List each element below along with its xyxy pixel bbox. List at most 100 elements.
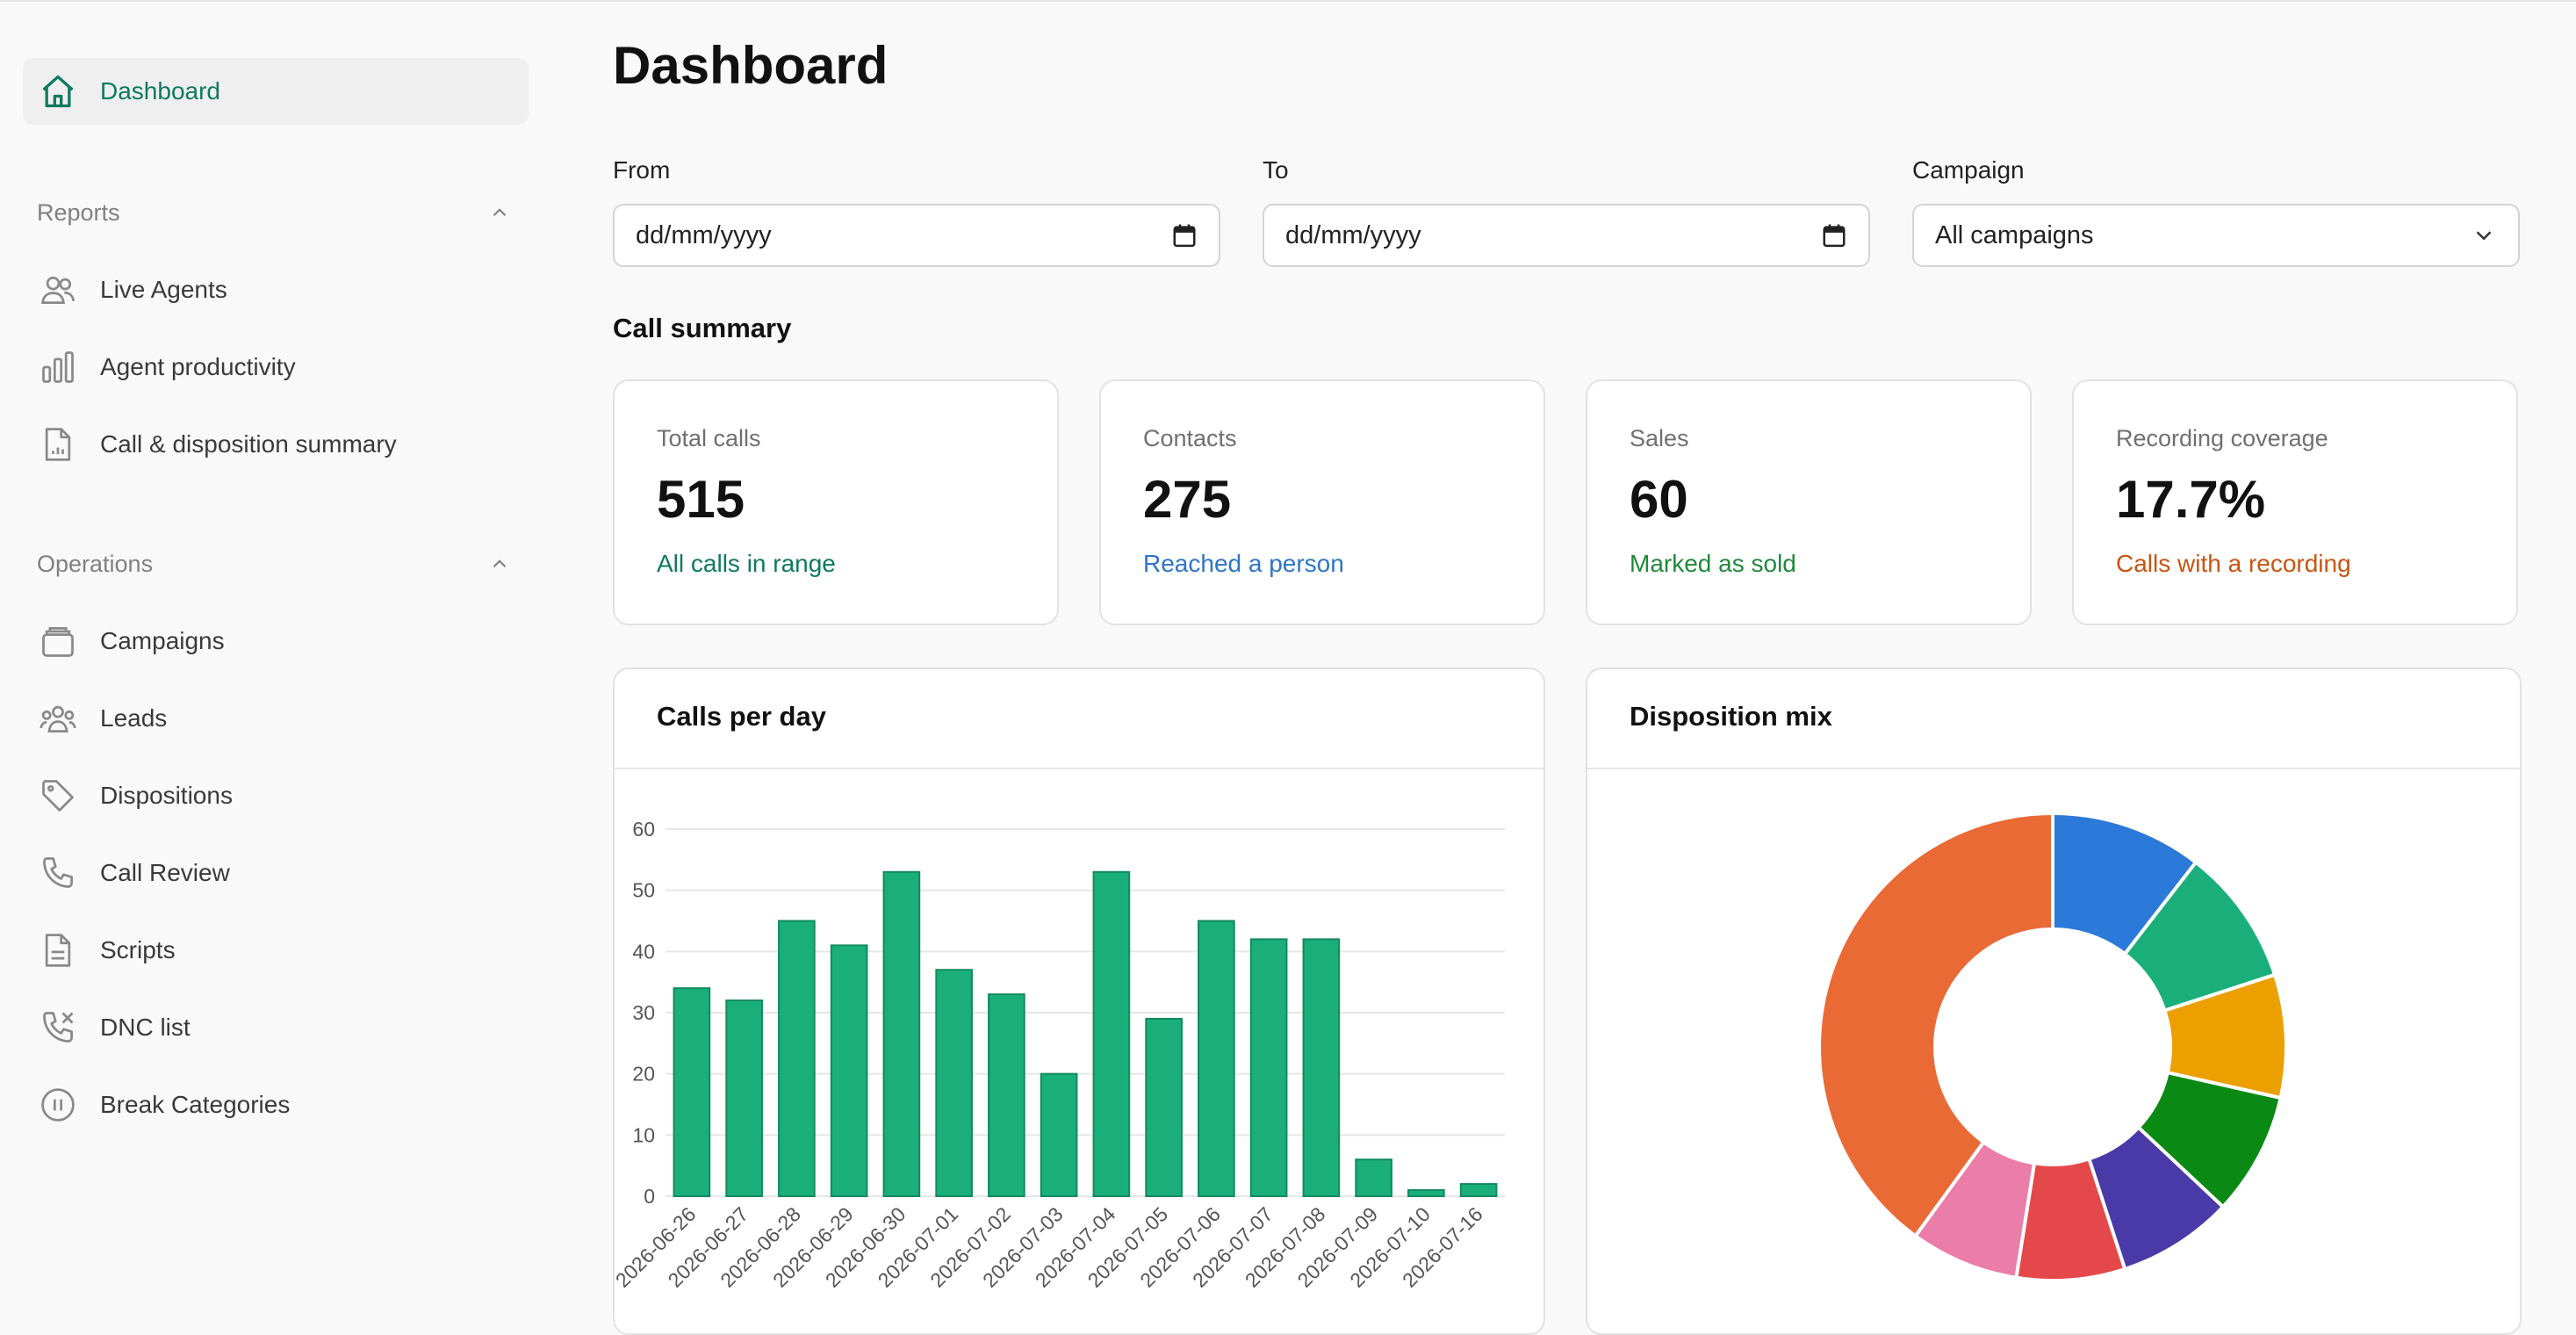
stat-subtitle: Calls with a recording (2116, 550, 2351, 577)
sidebar-item-label: Campaigns (100, 627, 225, 654)
sidebar-item-scripts[interactable]: Scripts (23, 917, 529, 984)
sidebar-item-call-review[interactable]: Call Review (23, 840, 529, 906)
page-title: Dashboard (613, 36, 889, 95)
stat-value: 275 (1143, 470, 1232, 529)
bar (1302, 938, 1341, 1197)
bar (1249, 938, 1288, 1197)
campaign-select-value: All campaigns (1935, 220, 2094, 249)
y-tick-label: 60 (632, 818, 655, 841)
sidebar-item-dnc-list[interactable]: DNC list (23, 994, 529, 1061)
stat-value: 515 (657, 470, 745, 529)
bar-chart-icon (37, 346, 79, 388)
panel-divider (615, 768, 1543, 769)
phone-blocked-icon (37, 1007, 79, 1049)
bar (830, 944, 868, 1197)
calendar-icon[interactable] (1821, 222, 1847, 249)
stat-subtitle: Reached a person (1143, 550, 1344, 577)
chevron-up-icon (493, 559, 507, 568)
stat-label: Contacts (1143, 425, 1237, 451)
document-icon (37, 929, 79, 971)
report-file-icon (37, 423, 79, 465)
users-icon (37, 269, 79, 311)
sidebar-item-live-agents[interactable]: Live Agents (23, 256, 529, 323)
to-date-value: dd/mm/yyyy (1285, 220, 1421, 249)
chevron-up-icon (493, 208, 507, 217)
bar (882, 870, 921, 1198)
campaign-label: Campaign (1912, 156, 2025, 184)
stat-card-sales: Sales 60 Marked as sold (1586, 379, 2032, 625)
from-date-input[interactable]: dd/mm/yyyy (613, 204, 1220, 267)
sidebar-item-label: Break Categories (100, 1091, 291, 1118)
sidebar-item-call-disposition-summary[interactable]: Call & disposition summary (23, 411, 529, 478)
pause-icon (37, 1084, 79, 1126)
sidebar-item-break-categories[interactable]: Break Categories (23, 1072, 529, 1138)
panel-title: Disposition mix (1630, 701, 1832, 732)
bar (1092, 870, 1131, 1198)
sidebar-item-label: DNC list (100, 1014, 191, 1041)
bar (1459, 1183, 1498, 1198)
group-icon (37, 697, 79, 740)
sidebar-item-label: Dashboard (100, 77, 220, 105)
sidebar-item-label: Live Agents (100, 276, 227, 303)
phone-icon (37, 852, 79, 894)
operations-section-header[interactable]: Operations (37, 546, 511, 581)
disposition-mix-panel: Disposition mix (1586, 668, 2522, 1335)
sidebar-item-campaigns[interactable]: Campaigns (23, 608, 529, 675)
stat-subtitle: All calls in range (657, 550, 836, 577)
bar (673, 987, 711, 1197)
from-label: From (613, 156, 671, 184)
stat-value: 17.7% (2116, 470, 2266, 529)
sidebar-item-label: Call Review (100, 859, 230, 886)
pie-slice (1817, 811, 2054, 1238)
sidebar-item-leads[interactable]: Leads (23, 685, 529, 752)
stat-card-contacts: Contacts 275 Reached a person (1099, 379, 1545, 625)
y-tick-label: 30 (632, 1001, 655, 1024)
stat-label: Sales (1630, 425, 1689, 451)
main-content: Dashboard From dd/mm/yyyy To dd/mm/yyyy … (613, 0, 2523, 1335)
bar (725, 999, 763, 1198)
stat-label: Total calls (657, 425, 761, 451)
sidebar: Dashboard Reports Live Agents Agent prod… (0, 0, 562, 1296)
bar (1407, 1189, 1445, 1197)
y-tick-label: 20 (632, 1063, 655, 1086)
to-label: To (1263, 156, 1289, 184)
sidebar-item-label: Dispositions (100, 782, 233, 809)
operations-section-title: Operations (37, 550, 154, 577)
from-date-value: dd/mm/yyyy (636, 220, 772, 249)
bar (1198, 920, 1235, 1197)
stat-card-total-calls: Total calls 515 All calls in range (613, 379, 1059, 625)
campaign-select[interactable]: All campaigns (1912, 204, 2520, 267)
y-tick-label: 40 (632, 940, 655, 963)
sidebar-item-label: Call & disposition summary (100, 430, 397, 458)
sidebar-item-dispositions[interactable]: Dispositions (23, 762, 529, 829)
panel-title: Calls per day (657, 701, 826, 732)
calls-per-day-panel: Calls per day 0 10 20 30 40 50 60 2026-06-26 202… (613, 668, 1545, 1335)
y-tick-label: 50 (632, 879, 655, 902)
chevron-down-icon (2476, 231, 2492, 241)
bar (1040, 1072, 1078, 1197)
sidebar-item-agent-productivity[interactable]: Agent productivity (23, 334, 529, 400)
home-icon (37, 70, 79, 112)
y-tick-label: 0 (644, 1185, 655, 1208)
tag-icon (37, 775, 79, 817)
panel-divider (1587, 768, 2520, 769)
sidebar-item-dashboard[interactable]: Dashboard (23, 58, 529, 125)
disposition-mix-chart (1817, 811, 2288, 1282)
bar (935, 969, 973, 1197)
stat-subtitle: Marked as sold (1630, 550, 1796, 577)
stat-label: Recording coverage (2116, 425, 2328, 451)
call-summary-title: Call summary (613, 313, 792, 343)
sidebar-item-label: Leads (100, 704, 168, 732)
bar (988, 993, 1025, 1197)
reports-section-title: Reports (37, 198, 120, 226)
stat-card-recording-coverage: Recording coverage 17.7% Calls with a re… (2072, 379, 2518, 625)
reports-section-header[interactable]: Reports (37, 195, 511, 230)
top-border (0, 0, 2576, 2)
sidebar-item-label: Scripts (100, 936, 176, 963)
to-date-input[interactable]: dd/mm/yyyy (1263, 204, 1870, 267)
stat-value: 60 (1630, 470, 1688, 529)
y-tick-label: 10 (632, 1123, 655, 1146)
calendar-icon[interactable] (1171, 222, 1198, 249)
bar (778, 920, 816, 1197)
bar (1145, 1017, 1183, 1198)
